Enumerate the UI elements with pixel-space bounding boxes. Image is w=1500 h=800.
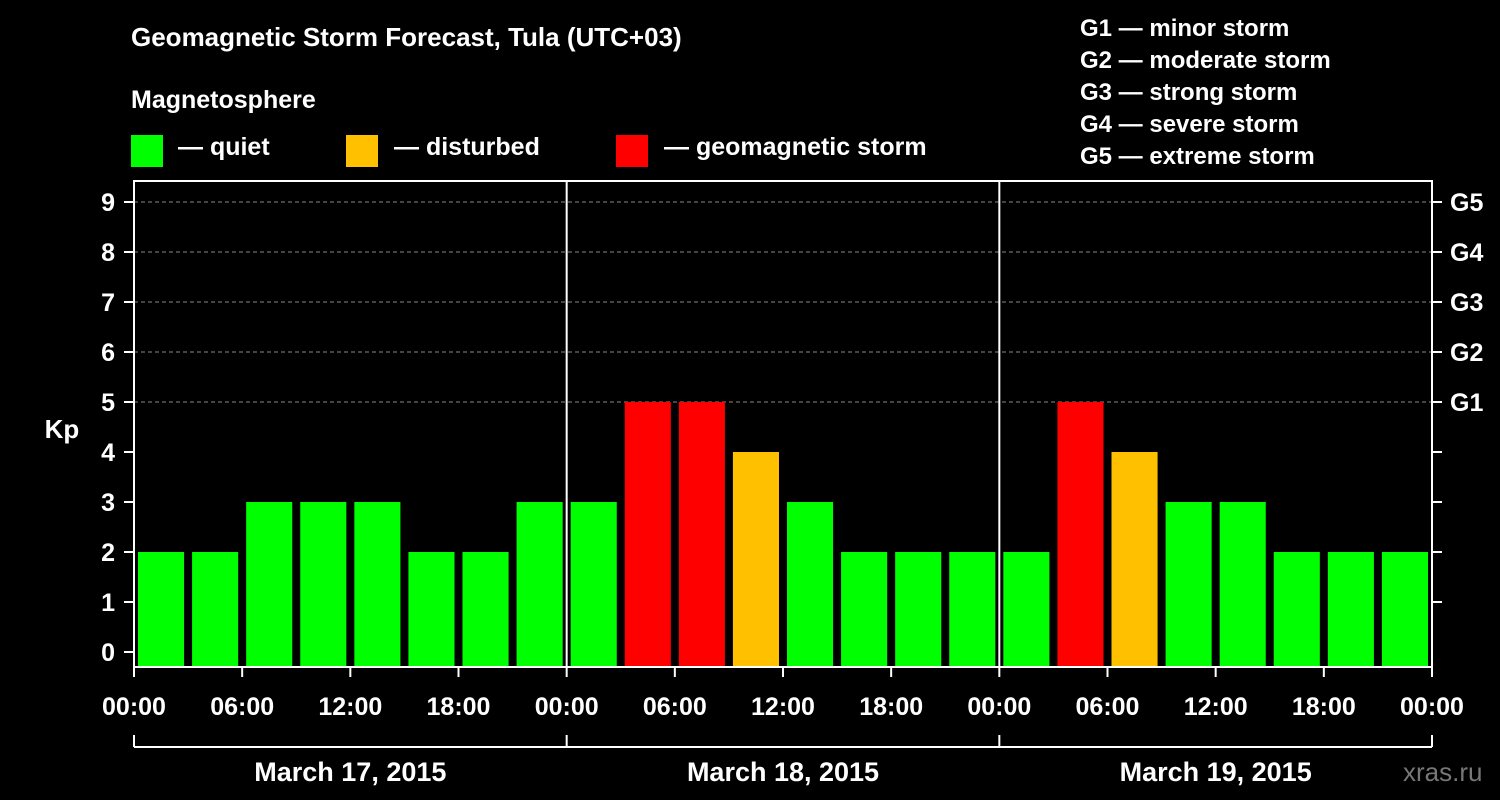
bars <box>138 402 1428 667</box>
x-tick-label-9: 06:00 <box>1076 693 1140 721</box>
x-tick-label-6: 12:00 <box>751 693 815 721</box>
x-tick-label-2: 12:00 <box>318 693 382 721</box>
g-level-g2: G2 — moderate storm <box>1080 47 1331 74</box>
g-axis-label-g4: G4 <box>1450 239 1483 267</box>
x-tick-label-0: 00:00 <box>102 693 166 721</box>
g-level-g3: G3 — strong storm <box>1080 79 1298 106</box>
y-tick-label-6: 6 <box>101 339 115 367</box>
day-label-1: March 18, 2015 <box>687 757 879 787</box>
bar-5 <box>408 552 455 667</box>
bar-7 <box>516 502 563 667</box>
grid-lines <box>134 201 1432 403</box>
bar-0 <box>138 552 185 667</box>
watermark: xras.ru <box>1403 757 1483 787</box>
y-tick-label-3: 3 <box>101 489 115 517</box>
y-tick-label-1: 1 <box>101 589 115 617</box>
bar-3 <box>300 502 347 667</box>
y-axis-label: Kp <box>45 414 80 444</box>
x-tick-label-4: 00:00 <box>535 693 599 721</box>
legend-swatch-storm <box>616 135 648 167</box>
bar-15 <box>949 552 996 667</box>
bar-14 <box>895 552 942 667</box>
g-level-g5: G5 — extreme storm <box>1080 143 1315 170</box>
g-level-g4: G4 — severe storm <box>1080 111 1299 138</box>
bar-20 <box>1219 502 1266 667</box>
chart-title: Geomagnetic Storm Forecast, Tula (UTC+03… <box>131 22 682 52</box>
x-tick-label-10: 12:00 <box>1184 693 1248 721</box>
bar-21 <box>1273 552 1320 667</box>
y-tick-label-9: 9 <box>101 189 115 217</box>
bar-8 <box>570 502 617 667</box>
legend-swatch-quiet <box>131 135 163 167</box>
day-label-0: March 17, 2015 <box>254 757 446 787</box>
x-tick-label-3: 18:00 <box>427 693 491 721</box>
legend-label-storm: — geomagnetic storm <box>664 133 927 161</box>
bar-2 <box>246 502 293 667</box>
bar-22 <box>1327 552 1374 667</box>
x-tick-label-1: 06:00 <box>210 693 274 721</box>
g-axis-label-g5: G5 <box>1450 189 1483 217</box>
g-axis-label-g3: G3 <box>1450 289 1483 317</box>
legend-label-disturbed: — disturbed <box>394 133 540 161</box>
bar-4 <box>354 502 401 667</box>
axes: 0 1 2 3 4 5 6 7 8 9 G1 G2 G3 G4 G5 00:00 06:00 12:00 18:00… <box>101 189 1483 787</box>
x-tick-label-8: 00:00 <box>967 693 1031 721</box>
x-tick-label-5: 06:00 <box>643 693 707 721</box>
bar-9 <box>624 402 671 667</box>
bar-1 <box>192 552 239 667</box>
y-tick-label-4: 4 <box>101 439 115 467</box>
y-tick-label-2: 2 <box>101 539 115 567</box>
y-tick-label-5: 5 <box>101 389 115 417</box>
bar-18 <box>1111 452 1158 667</box>
bar-6 <box>462 552 509 667</box>
day-label-2: March 19, 2015 <box>1120 757 1312 787</box>
bar-23 <box>1381 552 1428 667</box>
bar-12 <box>787 502 834 667</box>
legend-swatch-disturbed <box>346 135 378 167</box>
y-tick-label-7: 7 <box>101 289 115 317</box>
legend-heading: Magnetosphere <box>131 86 316 114</box>
y-tick-label-0: 0 <box>101 639 115 667</box>
x-tick-label-11: 18:00 <box>1292 693 1356 721</box>
g-axis-label-g2: G2 <box>1450 339 1483 367</box>
bar-19 <box>1165 502 1212 667</box>
x-tick-label-7: 18:00 <box>859 693 923 721</box>
x-tick-label-12: 00:00 <box>1400 693 1464 721</box>
bar-17 <box>1057 402 1104 667</box>
bar-13 <box>841 552 888 667</box>
bar-10 <box>678 402 725 667</box>
bar-16 <box>1003 552 1050 667</box>
legend-label-quiet: — quiet <box>178 133 270 161</box>
y-tick-label-8: 8 <box>101 239 115 267</box>
bar-11 <box>732 452 779 667</box>
g-axis-label-g1: G1 <box>1450 389 1483 417</box>
g-level-g1: G1 — minor storm <box>1080 15 1290 42</box>
